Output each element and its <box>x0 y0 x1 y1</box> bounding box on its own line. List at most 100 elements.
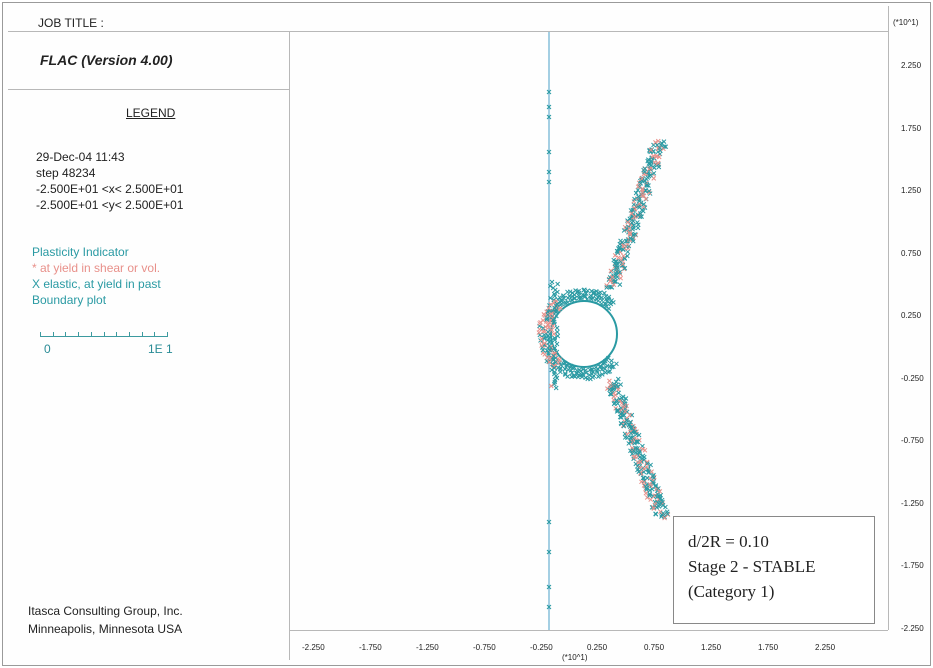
plastic-mark <box>636 432 642 438</box>
y-tick-label: 0.750 <box>901 248 922 258</box>
x-tick-label: 0.250 <box>587 643 608 652</box>
plastic-mark <box>656 486 661 491</box>
plastic-mark <box>583 291 589 296</box>
plastic-mark <box>622 265 628 271</box>
plastic-mark <box>546 339 552 345</box>
plastic-mark <box>632 196 637 202</box>
plastic-mark <box>629 211 634 216</box>
plastic-mark <box>617 241 623 247</box>
plastic-mark <box>607 300 613 306</box>
plastic-mark <box>636 469 642 475</box>
plastic-mark <box>553 385 559 391</box>
plastic-mark <box>546 584 552 590</box>
plastic-mark <box>553 309 559 315</box>
scale-tick <box>90 332 92 336</box>
plastic-mark <box>634 431 639 437</box>
plastic-mark <box>546 343 552 349</box>
plastic-mark <box>621 423 627 429</box>
plastic-mark <box>646 190 652 195</box>
plastic-mark <box>621 228 627 233</box>
plastic-mark <box>656 154 662 160</box>
plastic-mark <box>542 328 548 334</box>
plastic-mark <box>646 470 651 475</box>
plastic-mark <box>641 457 647 463</box>
plastic-mark <box>663 504 668 510</box>
plastic-mark <box>548 302 554 307</box>
plastic-mark <box>611 386 616 392</box>
plastic-mark <box>611 381 617 387</box>
y-axis: (*10^1) 2.250 1.750 1.250 0.750 0.250 -0.250 -… <box>888 6 929 633</box>
plastic-mark <box>594 368 600 373</box>
plastic-mark <box>569 294 575 299</box>
plastic-mark <box>612 400 618 406</box>
plastic-mark <box>622 404 627 409</box>
y-tick-label: -0.750 <box>901 436 924 445</box>
footer-location: Minneapolis, Minnesota USA <box>28 622 183 636</box>
plastic-mark <box>611 364 616 370</box>
plastic-mark <box>626 441 632 446</box>
plastic-mark <box>606 296 611 302</box>
plastic-mark <box>616 390 622 396</box>
x-range-label: -2.500E+01 <x< 2.500E+01 <box>36 182 184 196</box>
plastic-mark <box>635 439 641 445</box>
scale-tick <box>154 332 156 336</box>
x-axis: (*10^1) -2.250 -1.750 -1.250 -0.750 -0.250 0.… <box>290 630 888 662</box>
plastic-mark <box>587 372 592 378</box>
plastic-mark <box>662 515 667 521</box>
plastic-mark <box>593 364 599 370</box>
y-tick-label: 1.250 <box>901 186 922 195</box>
plastic-mark <box>567 289 573 295</box>
plastic-mark <box>641 201 647 207</box>
plastic-mark <box>583 375 588 381</box>
plastic-mark <box>647 482 653 487</box>
y-tick-label: -0.250 <box>901 373 924 383</box>
plastic-mark <box>639 214 644 219</box>
plastic-mark <box>555 360 561 366</box>
plastic-mark <box>654 142 660 148</box>
plastic-mark <box>627 412 633 418</box>
plot-area <box>290 32 888 630</box>
x-tick-label: 2.250 <box>815 643 836 652</box>
plastic-mark <box>555 289 560 295</box>
plastic-mark <box>546 604 552 610</box>
stability-annotation: d/2R = 0.10 Stage 2 - STABLE (Category 1… <box>673 516 875 624</box>
plastic-mark <box>569 370 575 376</box>
scale-tick <box>65 332 67 336</box>
tunnel-opening <box>550 300 618 368</box>
plastic-mark <box>637 454 643 460</box>
plastic-mark <box>555 365 561 371</box>
plastic-mark <box>559 298 565 304</box>
plastic-mark <box>647 493 652 498</box>
plastic-mark <box>618 382 624 387</box>
plastic-mark <box>549 367 555 373</box>
plastic-mark <box>569 374 575 380</box>
x-tick-label: 1.750 <box>758 643 779 652</box>
plastic-mark <box>598 290 603 295</box>
plastic-mark <box>641 193 647 199</box>
scale-tick <box>167 332 168 336</box>
x-tick-label: -1.250 <box>416 643 439 652</box>
plastic-mark <box>545 322 551 328</box>
plastic-mark <box>579 374 585 380</box>
plastic-mark <box>644 182 650 188</box>
plastic-mark <box>644 487 650 492</box>
plastic-mark <box>607 284 612 290</box>
plastic-mark <box>646 183 651 188</box>
plastic-mark <box>654 504 660 510</box>
plastic-mark <box>623 396 629 401</box>
plastic-mark <box>612 261 618 267</box>
plastic-mark <box>550 357 556 363</box>
x-tick-label: -0.250 <box>530 643 553 652</box>
plastic-mark <box>651 153 656 159</box>
plastic-mark <box>615 248 620 254</box>
plastic-mark <box>640 453 646 459</box>
plastic-mark <box>555 329 560 335</box>
plastic-mark <box>635 194 641 200</box>
boundary-label: Boundary plot <box>32 293 107 307</box>
plastic-mark <box>548 383 554 389</box>
plastic-mark <box>620 394 626 400</box>
plastic-mark <box>616 255 621 261</box>
y-tick-label: 0.250 <box>901 311 922 320</box>
x-tick-label: 1.250 <box>701 643 722 652</box>
plastic-mark <box>646 188 652 194</box>
